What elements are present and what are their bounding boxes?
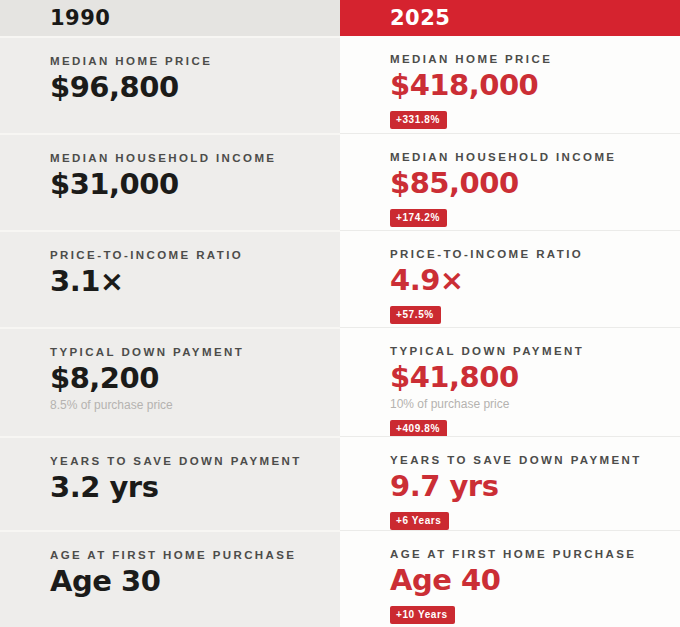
metric-label: MEDIAN HOUSEHOLD INCOME — [50, 151, 322, 165]
year-2025-label: 2025 — [390, 6, 450, 30]
cell-2025-price-to-income-ratio: PRICE-TO-INCOME RATIO 4.9× +57.5% — [340, 230, 680, 327]
year-1990-label: 1990 — [50, 6, 110, 30]
metric-label: MEDIAN HOUSEHOLD INCOME — [390, 150, 662, 164]
metric-value: Age 30 — [50, 565, 322, 598]
change-badge: +6 Years — [390, 512, 449, 530]
metric-value: 3.1× — [50, 265, 322, 298]
column-header-1990: 1990 — [0, 0, 340, 36]
metric-label: TYPICAL DOWN PAYMENT — [390, 344, 662, 358]
metric-value: $418,000 — [390, 69, 662, 102]
change-badge: +331.8% — [390, 111, 447, 129]
metric-value: $41,800 — [390, 361, 662, 394]
metric-subnote: 8.5% of purchase price — [50, 398, 322, 412]
metric-subnote: 10% of purchase price — [390, 397, 662, 411]
metric-value: $85,000 — [390, 167, 662, 200]
cell-2025-age-first-purchase: AGE AT FIRST HOME PURCHASE Age 40 +10 Ye… — [340, 530, 680, 627]
metric-value: 9.7 yrs — [390, 470, 662, 503]
cell-2025-years-to-save: YEARS TO SAVE DOWN PAYMENT 9.7 yrs +6 Ye… — [340, 436, 680, 530]
cell-1990-price-to-income-ratio: PRICE-TO-INCOME RATIO 3.1× — [0, 230, 340, 327]
metric-label: AGE AT FIRST HOME PURCHASE — [50, 548, 322, 562]
cell-1990-median-home-price: MEDIAN HOME PRICE $96,800 — [0, 36, 340, 133]
metric-label: MEDIAN HOME PRICE — [50, 54, 322, 68]
cell-1990-median-household-income: MEDIAN HOUSEHOLD INCOME $31,000 — [0, 133, 340, 230]
metric-label: YEARS TO SAVE DOWN PAYMENT — [390, 453, 662, 467]
metric-value: $31,000 — [50, 168, 322, 201]
cell-1990-typical-down-payment: TYPICAL DOWN PAYMENT $8,200 8.5% of purc… — [0, 327, 340, 436]
cell-2025-typical-down-payment: TYPICAL DOWN PAYMENT $41,800 10% of purc… — [340, 327, 680, 436]
metric-value: 3.2 yrs — [50, 471, 322, 504]
metric-value: Age 40 — [390, 564, 662, 597]
metric-value: $96,800 — [50, 71, 322, 104]
cell-2025-median-household-income: MEDIAN HOUSEHOLD INCOME $85,000 +174.2% — [340, 133, 680, 230]
metric-label: YEARS TO SAVE DOWN PAYMENT — [50, 454, 322, 468]
change-badge: +57.5% — [390, 306, 441, 324]
metric-value: $8,200 — [50, 362, 322, 395]
cell-1990-years-to-save: YEARS TO SAVE DOWN PAYMENT 3.2 yrs — [0, 436, 340, 530]
metric-label: PRICE-TO-INCOME RATIO — [390, 247, 662, 261]
metric-value: 4.9× — [390, 264, 662, 297]
cell-1990-age-first-purchase: AGE AT FIRST HOME PURCHASE Age 30 — [0, 530, 340, 627]
metric-label: PRICE-TO-INCOME RATIO — [50, 248, 322, 262]
metric-label: MEDIAN HOME PRICE — [390, 52, 662, 66]
change-badge: +174.2% — [390, 209, 447, 227]
metric-label: AGE AT FIRST HOME PURCHASE — [390, 547, 662, 561]
metric-label: TYPICAL DOWN PAYMENT — [50, 345, 322, 359]
cell-2025-median-home-price: MEDIAN HOME PRICE $418,000 +331.8% — [340, 36, 680, 133]
comparison-table: 1990 2025 MEDIAN HOME PRICE $96,800 MEDI… — [0, 0, 680, 627]
change-badge: +10 Years — [390, 606, 455, 624]
column-header-2025: 2025 — [340, 0, 680, 36]
